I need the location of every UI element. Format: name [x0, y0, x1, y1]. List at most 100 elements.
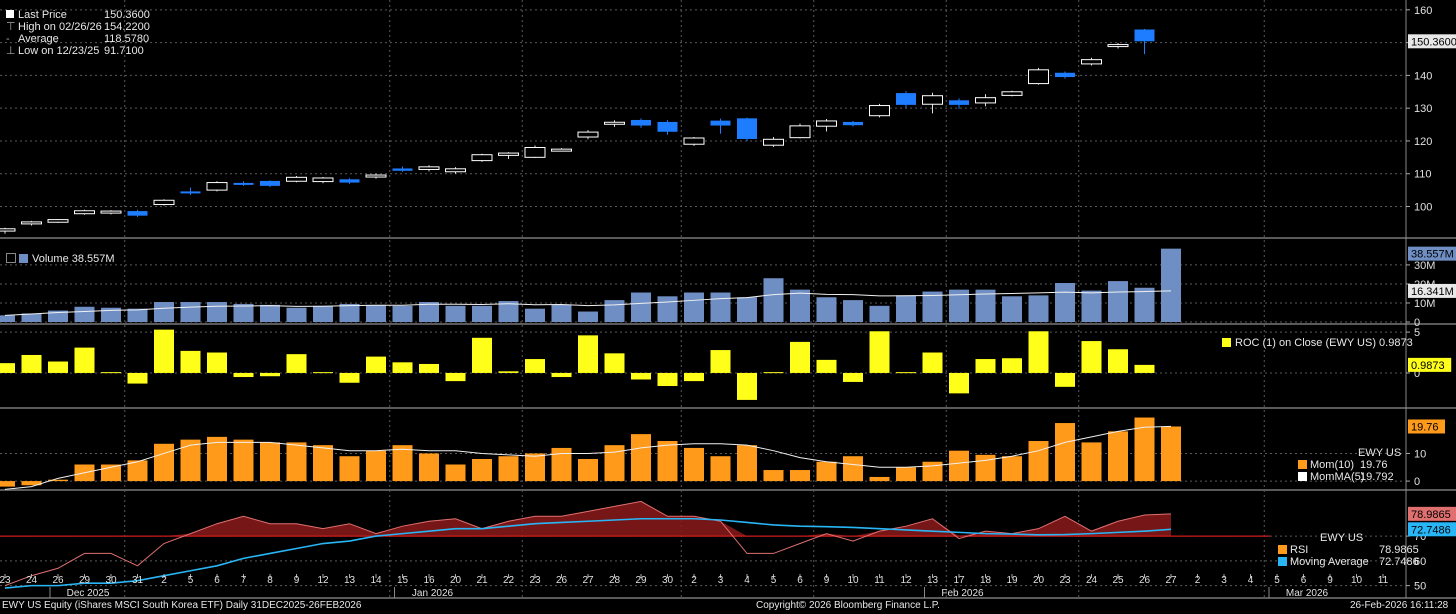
candle-body-up [922, 95, 943, 105]
volume-panel [0, 248, 1181, 322]
x-tick-label: 23 [529, 575, 541, 586]
volume-bar [207, 302, 227, 322]
y-tick-label: 0 [1414, 368, 1420, 380]
candle-body-up [1001, 91, 1023, 96]
last-value-label: 19.76 [1411, 421, 1439, 433]
x-tick-label: 21 [476, 575, 488, 586]
candle-body-down [233, 182, 254, 185]
last-value-tag [1408, 419, 1445, 434]
rsi-legend-title: EWY US [1320, 532, 1364, 544]
momentum-bar [286, 442, 307, 482]
volume-bar [525, 308, 545, 322]
x-tick-label: 8 [267, 575, 273, 586]
volume-bar [922, 291, 943, 322]
x-tick-label: 12 [900, 575, 912, 586]
momentum-bar [1002, 456, 1022, 482]
roc-bar [604, 353, 625, 373]
momentum-bar [816, 461, 837, 482]
momentum-bar [949, 450, 969, 482]
volume-bar [21, 313, 42, 322]
x-tick-label: 29 [79, 575, 91, 586]
roc-bar [313, 372, 333, 374]
roc-bar [101, 372, 121, 374]
volume-bar [419, 302, 439, 322]
roc-bar [21, 354, 42, 373]
roc-bar [1028, 331, 1049, 373]
y-tick-label: 60 [1414, 556, 1426, 568]
volume-bar [233, 303, 254, 322]
y-tick-label: 140 [1414, 70, 1432, 82]
x-tick-label: 16 [423, 575, 435, 586]
momentum-bar [1134, 417, 1155, 482]
momentum-bar [657, 441, 678, 482]
momentum-bar [472, 458, 492, 482]
roc-legend: ROC (1) on Close (EWY US) 0.9873 [1222, 337, 1413, 349]
y-tick-label: 130 [1414, 103, 1432, 115]
x-tick-label: 5 [1274, 575, 1280, 586]
x-tick-label: 9 [1327, 575, 1333, 586]
momentum-bar [260, 442, 280, 482]
roc-bar [207, 352, 227, 373]
roc-bar [922, 352, 943, 373]
x-tick-label: 29 [635, 575, 647, 586]
roc-bar [684, 372, 704, 382]
y-tick-label: 110 [1414, 169, 1432, 181]
x-tick-label: 9 [294, 575, 300, 586]
roc-bar [472, 337, 492, 373]
roc-bar [790, 341, 810, 373]
candle-body-up [286, 176, 307, 182]
volume-bar [1002, 296, 1022, 322]
x-tick-label: 4 [744, 575, 750, 586]
candle-body-up [206, 182, 228, 191]
candle-body-up [683, 137, 705, 145]
x-tick-label: 2 [161, 575, 167, 586]
candle-body-up [816, 120, 837, 127]
price-legend: Last Price 150.3600 ⊤ High on 02/26/26 154.… [6, 9, 150, 57]
x-tick-label: 13 [927, 575, 939, 586]
y-tick-label: 10 [1414, 448, 1426, 460]
y-axes: 100110120130140150160150.360030M20M10M03… [1405, 0, 1456, 598]
roc-bar [737, 372, 757, 400]
month-label: Dec 2025 [67, 588, 110, 599]
x-tick-label: 6 [1301, 575, 1307, 586]
roc-bar [869, 331, 890, 373]
momentum-bar [0, 481, 15, 487]
x-tick-label: 5 [188, 575, 194, 586]
volume-bar [631, 292, 651, 322]
legend-row-rsi-ma: Moving Average 72.7486 [1278, 556, 1419, 568]
candle-body-up [1107, 44, 1129, 48]
x-tick-label: 11 [1378, 575, 1389, 586]
x-tick-label: 27 [582, 575, 594, 586]
legend-row-mom10: Mom(10) 19.76 [1298, 459, 1401, 471]
roc-bar [445, 372, 466, 382]
rsi-legend: EWY US RSI 78.9865 Moving Average 72.7486 [1278, 532, 1419, 568]
candle-body-up [551, 148, 572, 152]
y-tick-label: 30M [1414, 260, 1435, 272]
x-tick-label: 15 [397, 575, 409, 586]
momentum-bar [180, 439, 201, 482]
momentum-bar [922, 461, 943, 482]
x-tick-label: 7 [241, 575, 247, 586]
roc-bar [710, 350, 731, 373]
last-value-tag [1408, 283, 1456, 298]
x-tick-label: 10 [847, 575, 859, 586]
momentum-legend-title: EWY US [1358, 447, 1402, 459]
roc-bar [0, 363, 15, 373]
momentum-bar [790, 470, 810, 482]
roc-bar [525, 359, 545, 373]
volume-bar [763, 278, 784, 322]
candle-body-down [1134, 29, 1155, 42]
y-tick-label: 50 [1414, 581, 1426, 593]
momentum-bar [604, 445, 625, 482]
momentum-bar [684, 447, 704, 482]
volume-bar [790, 289, 810, 322]
volume-bar [1161, 248, 1181, 322]
momentum-bar [339, 456, 360, 482]
momentum-bar [366, 450, 386, 482]
candle-body-up [869, 105, 890, 117]
x-tick-label: 11 [874, 575, 885, 586]
momentum-bar [154, 443, 174, 482]
momentum-panel [0, 417, 1181, 490]
roc-panel [0, 329, 1155, 400]
candle-body-up [498, 152, 519, 156]
